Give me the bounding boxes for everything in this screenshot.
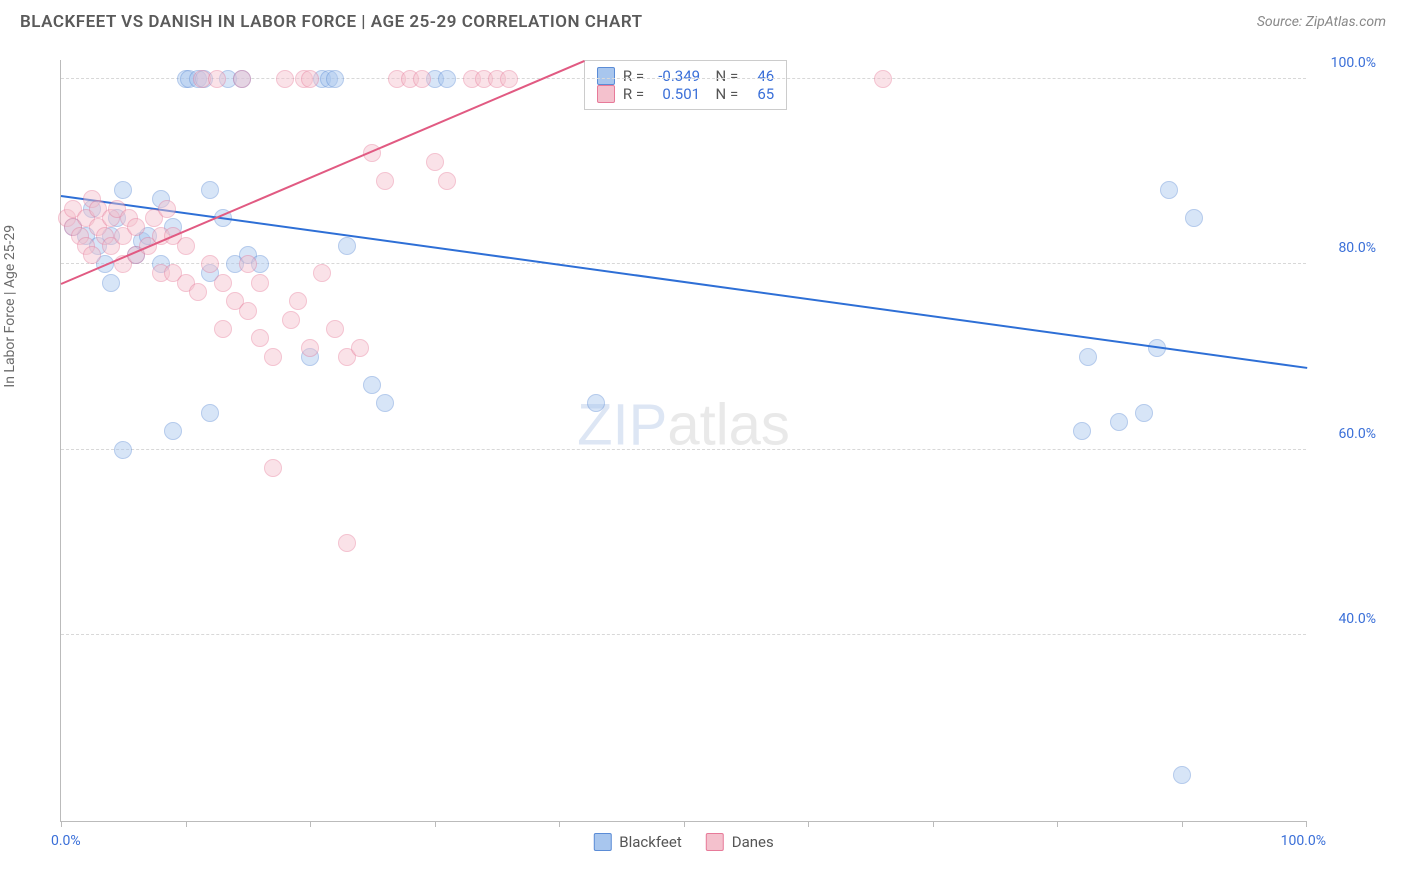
- data-point: [1079, 348, 1097, 366]
- chart-title: BLACKFEET VS DANISH IN LABOR FORCE | AGE…: [20, 12, 643, 32]
- legend-swatch: [706, 833, 724, 851]
- x-tick: [186, 821, 187, 827]
- data-point: [102, 274, 120, 292]
- trend-line: [61, 195, 1307, 369]
- x-tick: [1182, 821, 1183, 827]
- data-point: [164, 422, 182, 440]
- data-point: [114, 181, 132, 199]
- data-point: [363, 376, 381, 394]
- data-point: [438, 172, 456, 190]
- legend-label: Danes: [732, 833, 774, 851]
- data-point: [239, 302, 257, 320]
- trend-line: [61, 60, 585, 285]
- x-tick: [1306, 821, 1307, 827]
- stat-n-label: N =: [708, 85, 738, 103]
- data-point: [214, 320, 232, 338]
- legend-label: Blackfeet: [619, 833, 681, 851]
- data-point: [114, 441, 132, 459]
- data-point: [233, 70, 251, 88]
- stat-r-label: R =: [623, 67, 644, 85]
- legend-swatch: [593, 833, 611, 851]
- gridline-h: [61, 634, 1306, 635]
- legend-stat-row: R = 0.501 N = 65: [597, 85, 774, 103]
- x-tick: [684, 821, 685, 827]
- data-point: [326, 70, 344, 88]
- data-point: [1185, 209, 1203, 227]
- gridline-h: [61, 449, 1306, 450]
- data-point: [201, 255, 219, 273]
- legend-item: Danes: [706, 833, 774, 851]
- data-point: [1135, 404, 1153, 422]
- data-point: [351, 339, 369, 357]
- header: BLACKFEET VS DANISH IN LABOR FORCE | AGE…: [0, 0, 1406, 40]
- chart-area: In Labor Force | Age 25-29 ZIPatlas R =-…: [20, 50, 1386, 872]
- x-tick: [435, 821, 436, 827]
- data-point: [413, 70, 431, 88]
- x-tick: [808, 821, 809, 827]
- x-tick: [310, 821, 311, 827]
- data-point: [313, 264, 331, 282]
- data-point: [301, 70, 319, 88]
- legend-stat-row: R = -0.349 N = 46: [597, 67, 774, 85]
- data-point: [239, 255, 257, 273]
- page-container: BLACKFEET VS DANISH IN LABOR FORCE | AGE…: [0, 0, 1406, 892]
- correlation-legend: R = -0.349 N = 46 R = 0.501 N = 65: [584, 60, 787, 110]
- stat-n-value: 46: [746, 67, 774, 85]
- data-point: [1110, 413, 1128, 431]
- legend-swatch: [597, 67, 615, 85]
- data-point: [1073, 422, 1091, 440]
- stat-r-value: 0.501: [652, 85, 700, 103]
- data-point: [1173, 766, 1191, 784]
- data-point: [289, 292, 307, 310]
- x-tick: [61, 821, 62, 827]
- data-point: [158, 200, 176, 218]
- data-point: [127, 218, 145, 236]
- y-tick-label: 80.0%: [1338, 240, 1376, 256]
- data-point: [338, 237, 356, 255]
- series-legend: Blackfeet Danes: [593, 833, 773, 851]
- data-point: [264, 459, 282, 477]
- x-tick: [559, 821, 560, 827]
- y-axis-title: In Labor Force | Age 25-29: [2, 225, 18, 388]
- data-point: [201, 181, 219, 199]
- data-point: [426, 153, 444, 171]
- legend-swatch: [597, 85, 615, 103]
- data-point: [189, 283, 207, 301]
- y-tick-label: 100.0%: [1331, 55, 1376, 71]
- data-point: [282, 311, 300, 329]
- stat-n-label: N =: [708, 67, 738, 85]
- data-point: [251, 329, 269, 347]
- data-point: [264, 348, 282, 366]
- data-point: [208, 70, 226, 88]
- x-tick: [933, 821, 934, 827]
- data-point: [874, 70, 892, 88]
- data-point: [376, 172, 394, 190]
- data-point: [438, 70, 456, 88]
- data-point: [500, 70, 518, 88]
- source-attribution: Source: ZipAtlas.com: [1257, 14, 1386, 30]
- data-point: [1160, 181, 1178, 199]
- stat-r-label: R =: [623, 85, 644, 103]
- legend-item: Blackfeet: [593, 833, 681, 851]
- data-point: [338, 534, 356, 552]
- stat-r-value: -0.349: [652, 67, 700, 85]
- x-axis-max-label: 100.0%: [1281, 833, 1326, 849]
- data-point: [376, 394, 394, 412]
- plot-region: ZIPatlas R =-0.349 N =46R =0.501 N =65 B…: [60, 60, 1306, 822]
- y-tick-label: 60.0%: [1338, 426, 1376, 442]
- data-point: [276, 70, 294, 88]
- data-point: [201, 404, 219, 422]
- x-tick: [1057, 821, 1058, 827]
- data-point: [177, 237, 195, 255]
- stat-n-value: 65: [746, 85, 774, 103]
- x-axis-min-label: 0.0%: [51, 833, 81, 849]
- data-point: [301, 339, 319, 357]
- data-point: [587, 394, 605, 412]
- y-tick-label: 40.0%: [1338, 611, 1376, 627]
- data-point: [251, 274, 269, 292]
- data-point: [83, 246, 101, 264]
- data-point: [326, 320, 344, 338]
- data-point: [214, 274, 232, 292]
